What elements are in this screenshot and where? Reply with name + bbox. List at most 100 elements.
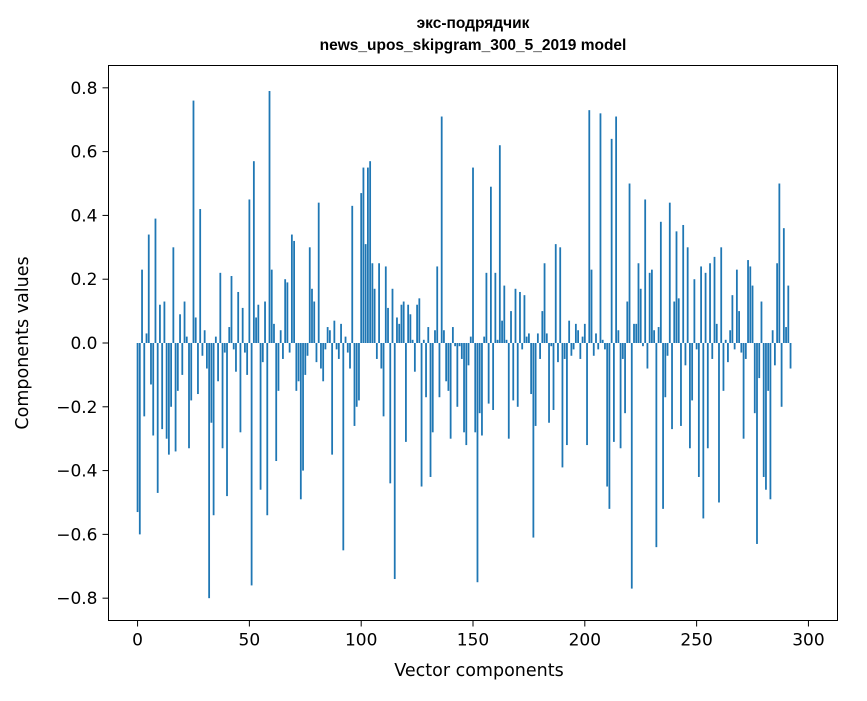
- bar-261: [720, 247, 723, 343]
- bar-17: [174, 343, 177, 452]
- bar-32: [208, 343, 211, 599]
- bar-184: [548, 343, 550, 423]
- bar-173: [523, 295, 526, 343]
- bar-238: [668, 202, 671, 343]
- bar-66: [284, 279, 287, 343]
- bar-39: [223, 343, 226, 353]
- bar-47: [241, 307, 244, 343]
- bar-262: [722, 343, 725, 391]
- bar-10: [159, 304, 161, 343]
- y-axis-label: Components values: [13, 256, 33, 429]
- bar-263: [724, 339, 727, 343]
- bar-257: [711, 343, 714, 359]
- bar-1: [138, 343, 141, 535]
- bar-217: [621, 343, 624, 359]
- bar-165: [505, 339, 508, 343]
- bar-171: [519, 291, 521, 343]
- bar-112: [387, 307, 389, 343]
- y-tick-label: −0.2: [56, 398, 97, 418]
- bars-layer: [136, 91, 792, 599]
- bar-283: [769, 343, 772, 500]
- bar-25: [192, 100, 195, 343]
- bar-72: [297, 343, 300, 382]
- bar-118: [400, 304, 403, 343]
- chart-title: экс-подрядчик: [417, 15, 530, 32]
- bar-254: [704, 272, 707, 343]
- y-tick-label: 0.2: [70, 270, 97, 290]
- bar-149: [469, 336, 472, 343]
- bar-143: [456, 343, 459, 407]
- bar-0: [136, 343, 139, 513]
- bar-160: [494, 272, 497, 343]
- bar-52: [252, 161, 255, 343]
- bar-79: [313, 301, 316, 343]
- bar-67: [286, 282, 289, 343]
- bar-172: [521, 343, 524, 350]
- bar-64: [279, 330, 282, 343]
- bar-14: [167, 343, 170, 455]
- bar-131: [429, 343, 432, 477]
- bar-289: [782, 228, 785, 343]
- bar-50: [248, 199, 251, 343]
- bar-181: [541, 311, 544, 343]
- bar-244: [682, 224, 685, 343]
- bar-152: [476, 343, 479, 583]
- bar-88: [333, 320, 336, 343]
- bar-103: [367, 167, 369, 343]
- bar-190: [561, 343, 564, 468]
- bar-282: [767, 343, 770, 391]
- bar-203: [590, 269, 593, 343]
- bar-34: [212, 343, 215, 516]
- bar-163: [501, 320, 503, 343]
- bar-151: [474, 343, 477, 433]
- bar-110: [382, 343, 385, 417]
- bar-281: [765, 343, 767, 490]
- bar-130: [427, 327, 430, 343]
- bar-177: [532, 343, 535, 538]
- bar-213: [612, 343, 615, 442]
- bar-53: [255, 317, 257, 343]
- bar-46: [239, 343, 242, 433]
- bar-24: [190, 343, 193, 401]
- bar-170: [516, 343, 519, 407]
- bar-101: [362, 167, 365, 343]
- bar-202: [588, 110, 591, 343]
- bar-182: [543, 263, 546, 343]
- bar-86: [328, 330, 331, 343]
- bar-58: [266, 343, 269, 516]
- bar-216: [619, 343, 622, 449]
- bar-284: [771, 330, 774, 343]
- bar-206: [597, 343, 600, 350]
- bar-185: [550, 343, 553, 347]
- bar-291: [787, 285, 790, 343]
- y-tick-label: −0.6: [56, 525, 97, 545]
- bar-224: [637, 263, 640, 343]
- bar-104: [369, 161, 372, 343]
- bar-42: [230, 276, 233, 343]
- bar-278: [758, 343, 761, 379]
- bar-229: [648, 272, 651, 343]
- bar-156: [485, 272, 488, 343]
- bar-256: [709, 263, 711, 343]
- bar-37: [219, 272, 222, 343]
- bar-275: [751, 285, 754, 343]
- bar-90: [337, 343, 340, 359]
- bar-199: [581, 336, 584, 343]
- bar-220: [628, 183, 631, 343]
- bar-150: [472, 167, 474, 343]
- bar-247: [689, 343, 691, 449]
- bar-219: [626, 301, 629, 343]
- bar-231: [653, 330, 656, 343]
- bar-175: [528, 333, 530, 343]
- bar-71: [295, 343, 298, 391]
- bar-232: [655, 343, 658, 548]
- bar-123: [411, 339, 414, 343]
- bar-241: [675, 231, 678, 343]
- bar-222: [633, 323, 635, 343]
- x-tick-label: 200: [569, 631, 601, 651]
- bar-23: [188, 343, 190, 449]
- bar-198: [579, 343, 582, 359]
- bar-120: [405, 343, 407, 442]
- bar-16: [172, 247, 175, 343]
- bar-157: [487, 343, 490, 404]
